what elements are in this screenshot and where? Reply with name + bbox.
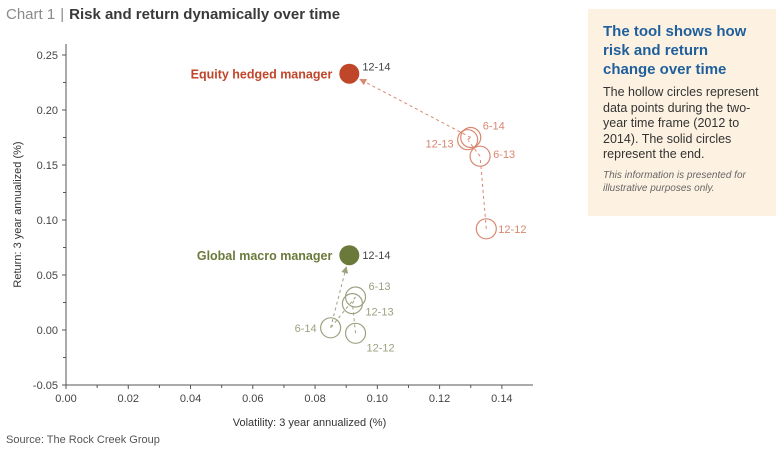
x-tick-label: 0.10 — [367, 393, 388, 405]
note-title: The tool shows how risk and return chang… — [603, 23, 747, 78]
source-note: Source: The Rock Creek Group — [6, 434, 160, 446]
x-tick-label: 0.12 — [429, 393, 450, 405]
chart-title: Risk and return dynamically over time — [69, 6, 341, 23]
data-point-hollow — [344, 322, 367, 344]
point-date-label: 12-13 — [425, 139, 453, 151]
trajectory-segment — [467, 137, 471, 141]
end-point-filled — [339, 63, 360, 84]
trajectory-segment — [330, 296, 356, 328]
y-tick-label: 0.10 — [37, 215, 58, 227]
x-axis-title: Volatility: 3 year annualized (%) — [233, 417, 386, 429]
explanation-note: The tool shows how risk and return chang… — [588, 9, 776, 216]
trajectory-segment — [352, 304, 357, 334]
data-point-hollow — [475, 218, 497, 240]
y-tick-label: 0.05 — [37, 270, 58, 282]
data-point-hollow — [469, 145, 491, 167]
point-date-label: 12-14 — [362, 62, 390, 74]
y-tick-label: 0.25 — [37, 50, 58, 62]
trajectory-segment — [330, 266, 349, 328]
x-tick-label: 0.04 — [180, 393, 201, 405]
title-separator: | — [60, 6, 65, 23]
x-tick-label: 0.02 — [118, 393, 139, 405]
y-tick-label: 0.20 — [37, 105, 58, 117]
note-disclaimer: This information is presented for illust… — [603, 169, 746, 194]
x-tick-label: 0.06 — [242, 393, 263, 405]
point-date-label: 6-14 — [483, 121, 505, 133]
x-tick-label: 0.08 — [304, 393, 325, 405]
trajectory-segment — [359, 78, 471, 138]
y-tick-label: -0.05 — [33, 380, 58, 392]
point-date-label: 12-12 — [367, 342, 395, 354]
note-body: The hollow circles represent data points… — [603, 85, 759, 161]
trajectory-segment — [479, 157, 487, 229]
series-name-label: Equity hedged manager — [191, 68, 333, 82]
point-date-label: 12-14 — [362, 250, 390, 262]
data-point-hollow — [457, 129, 479, 151]
data-point-hollow — [344, 286, 367, 308]
x-tick-label: 0.00 — [55, 393, 76, 405]
point-date-label: 6-13 — [369, 281, 391, 293]
chart-header: Chart 1 | Risk and return dynamically over… — [6, 6, 340, 23]
x-tick-label: 0.14 — [491, 393, 512, 405]
y-tick-label: 0.15 — [37, 160, 58, 172]
y-axis-title: Return: 3 year annualized (%) — [12, 141, 24, 287]
series-name-label: Global macro manager — [197, 249, 333, 263]
point-date-label: 12-12 — [498, 224, 526, 236]
point-date-label: 12-13 — [365, 307, 393, 319]
data-point-hollow — [460, 126, 482, 149]
data-point-hollow — [320, 317, 342, 339]
end-point-filled — [339, 245, 360, 266]
point-date-label: 6-14 — [295, 323, 317, 335]
y-tick-label: 0.00 — [37, 325, 58, 337]
trajectory-segment — [351, 297, 356, 304]
point-date-label: 6-13 — [493, 149, 515, 161]
chart-number: Chart 1 — [6, 6, 56, 23]
